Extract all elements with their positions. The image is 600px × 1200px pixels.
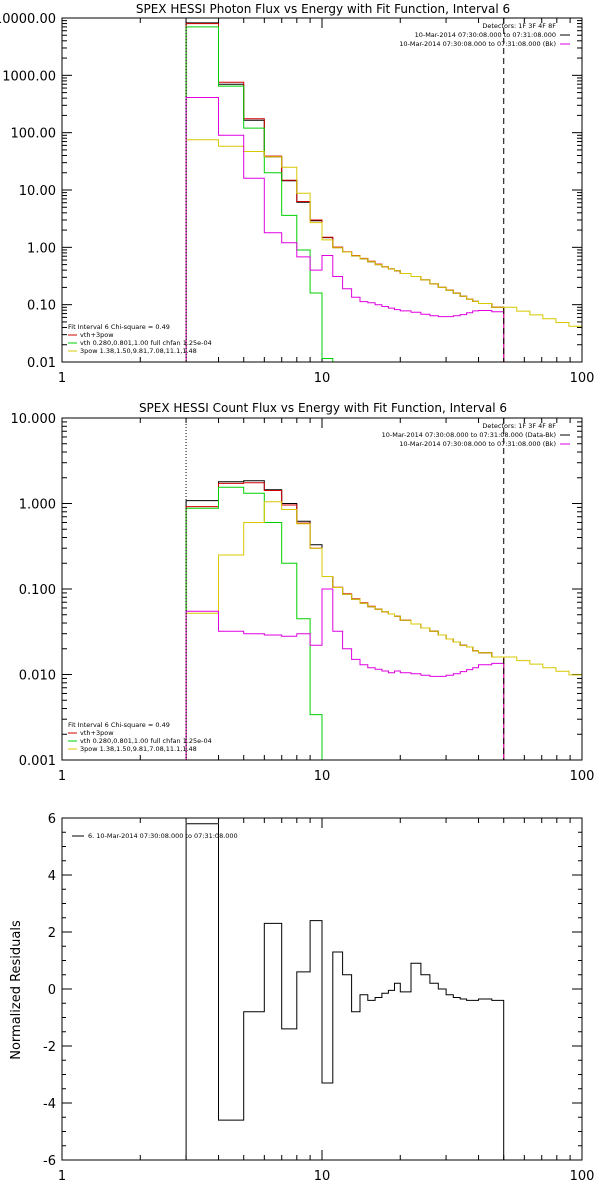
x-tick-label: 1: [58, 769, 66, 784]
series-line: [503, 656, 582, 679]
count-flux-chart: SPEX HESSI Count Flux vs Energy with Fit…: [11, 401, 595, 784]
series-line: [185, 97, 505, 362]
legend-entry: Fit Interval 6 Chi-square = 0.49: [68, 323, 170, 331]
x-tick-label: 10: [314, 371, 331, 386]
y-tick-label: -2: [43, 1040, 56, 1055]
photon-flux-chart: SPEX HESSI Photon Flux vs Energy with Fi…: [0, 2, 594, 386]
legend-entry: vth 0.280,0.801,1.00 full chfan 1.25e-04: [80, 339, 212, 347]
legend-entry: Detectors: 1F 3F 4F 8F: [482, 22, 556, 30]
y-tick-label: 0.10: [27, 299, 56, 314]
legend-entry: 10-Mar-2014 07:30:08.000 to 07:31:08.000…: [382, 431, 556, 439]
legend-entry: 10-Mar-2014 07:30:08.000 to 07:31:08.000…: [399, 40, 556, 48]
x-tick-label: 1: [58, 371, 66, 386]
legend-entry: Fit Interval 6 Chi-square = 0.49: [68, 721, 170, 729]
x-tick-label: 10: [314, 769, 331, 784]
series-line: [185, 823, 505, 1160]
y-tick-label: 4: [48, 869, 56, 884]
chart-title: SPEX HESSI Count Flux vs Energy with Fit…: [139, 401, 507, 415]
x-tick-label: 100: [570, 371, 595, 386]
y-tick-label: -6: [43, 1154, 56, 1169]
series-line: [185, 23, 505, 362]
legend-entry: vth+3pow: [80, 331, 114, 339]
plot-frame: [61, 17, 583, 363]
y-tick-label: 2: [48, 926, 56, 941]
y-tick-label: 0: [48, 983, 56, 998]
y-tick-label: 0.001: [19, 754, 56, 769]
y-tick-label: 1.000: [19, 498, 56, 513]
y-tick-label: 10000.00: [0, 12, 56, 27]
x-tick-label: 10: [314, 1169, 331, 1184]
plot-frame: [61, 817, 583, 1161]
y-tick-label: 1000.00: [2, 69, 56, 84]
y-tick-label: 100.00: [11, 127, 57, 142]
legend-entry: 10-Mar-2014 07:30:08.000 to 07:31:08.000: [415, 31, 556, 39]
legend-entry: 6. 10-Mar-2014 07:30:08.000 to 07:31:08.…: [88, 832, 238, 840]
legend-entry: Detectors: 1F 3F 4F 8F: [482, 422, 556, 430]
y-tick-label: -4: [43, 1097, 56, 1112]
series-line: [185, 482, 505, 760]
residuals-chart: Normalized Residuals 1 10 100 -6 -4 -2 0 2 4 6 6. …: [9, 812, 594, 1184]
y-tick-label: 10.00: [19, 184, 56, 199]
plot-frame: [61, 417, 583, 761]
series-line: [503, 306, 582, 331]
y-tick-label: 6: [48, 812, 56, 827]
series-line: [185, 139, 505, 362]
legend-entry: vth+3pow: [80, 729, 114, 737]
legend-entry: vth 0.280,0.801,1.00 full chfan 1.25e-04: [80, 737, 212, 745]
series-line: [185, 26, 343, 362]
legend-entry: 10-Mar-2014 07:30:08.000 to 07:31:08.000…: [399, 440, 556, 448]
series-line: [185, 22, 505, 362]
x-tick-label: 100: [570, 1169, 595, 1184]
y-tick-label: 10.000: [11, 412, 57, 427]
x-tick-label: 1: [58, 1169, 66, 1184]
legend-entry: 3pow 1.38,1.50,9.81,7.08,11.1,1.48: [80, 745, 197, 753]
series-group: [185, 823, 505, 1160]
chart-title: SPEX HESSI Photon Flux vs Energy with Fi…: [136, 2, 510, 16]
y-tick-label: 1.00: [27, 241, 56, 256]
legend-entry: 3pow 1.38,1.50,9.81,7.08,11.1,1.48: [80, 347, 197, 355]
series-group: [185, 480, 582, 760]
series-group: [185, 22, 582, 362]
y-tick-label: 0.010: [19, 669, 56, 684]
series-line: [185, 486, 333, 760]
series-line: [185, 588, 505, 760]
series-line: [185, 480, 505, 760]
y-tick-label: 0.01: [27, 356, 56, 371]
y-axis-label: Normalized Residuals: [9, 920, 24, 1060]
x-tick-label: 100: [570, 769, 595, 784]
series-line: [185, 501, 505, 760]
y-tick-label: 0.100: [19, 583, 56, 598]
